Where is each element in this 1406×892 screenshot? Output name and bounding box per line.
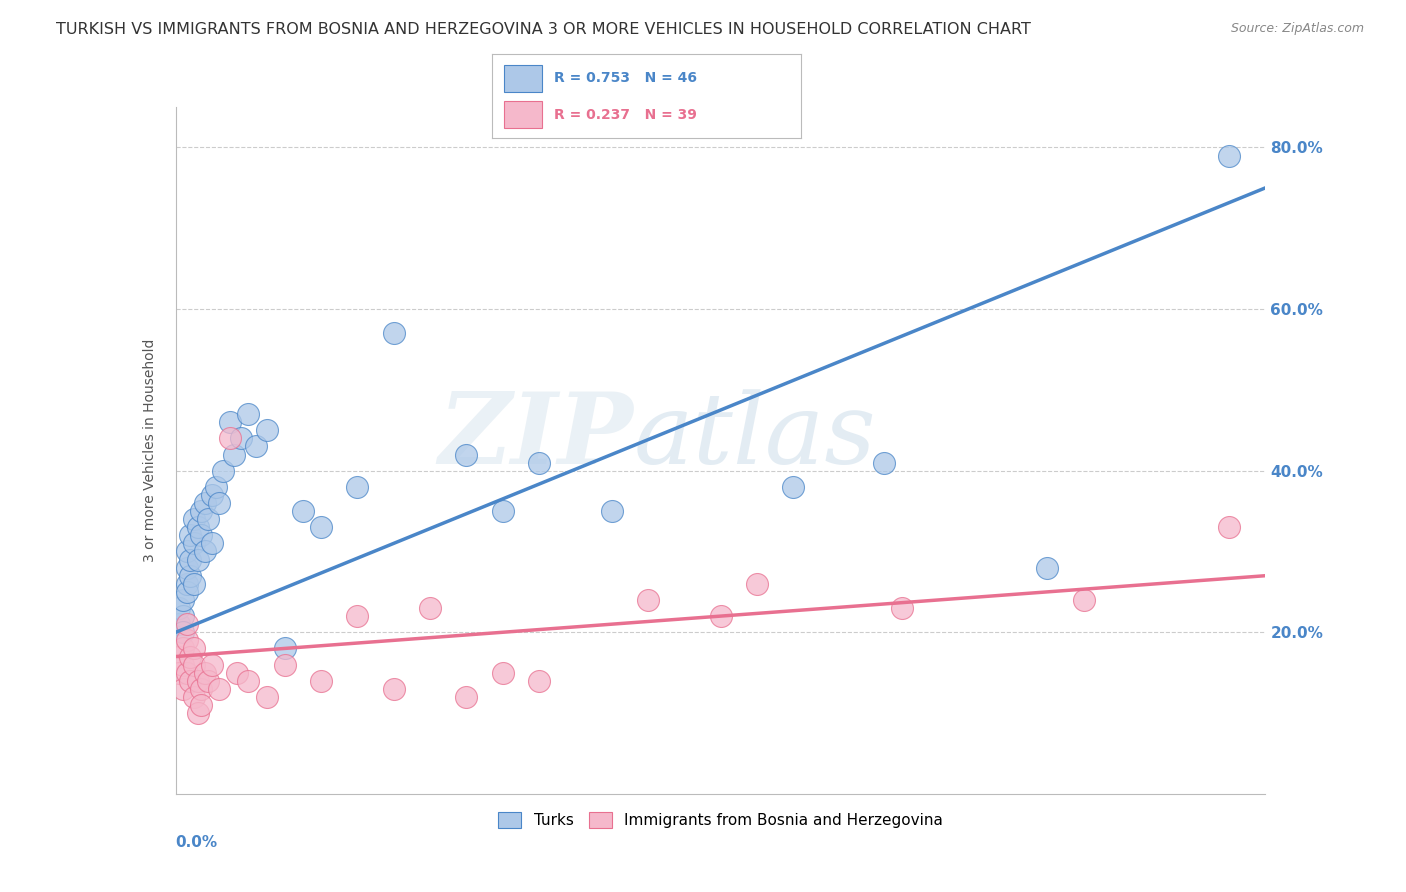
Point — [169, 649, 191, 664]
Point — [492, 665, 515, 680]
Point — [745, 576, 768, 591]
Point — [176, 665, 198, 680]
Point — [201, 536, 224, 550]
Text: TURKISH VS IMMIGRANTS FROM BOSNIA AND HERZEGOVINA 3 OR MORE VEHICLES IN HOUSEHOL: TURKISH VS IMMIGRANTS FROM BOSNIA AND HE… — [56, 22, 1031, 37]
Point — [219, 415, 242, 429]
Point — [219, 431, 242, 445]
Point — [190, 681, 212, 696]
Point — [197, 512, 219, 526]
Text: Source: ZipAtlas.com: Source: ZipAtlas.com — [1230, 22, 1364, 36]
Point — [1036, 560, 1059, 574]
Point — [190, 504, 212, 518]
Point — [190, 698, 212, 712]
Point — [194, 665, 217, 680]
Point — [179, 552, 201, 566]
Point — [1218, 520, 1240, 534]
Point — [190, 528, 212, 542]
Point — [637, 593, 659, 607]
Point — [238, 407, 260, 421]
Point — [274, 641, 297, 656]
Point — [172, 625, 194, 640]
Point — [208, 681, 231, 696]
Point — [238, 673, 260, 688]
Point — [176, 617, 198, 632]
Point — [183, 576, 205, 591]
Point — [179, 528, 201, 542]
Point — [222, 448, 245, 462]
Text: 0.0%: 0.0% — [176, 835, 218, 850]
Point — [186, 520, 209, 534]
Legend: Turks, Immigrants from Bosnia and Herzegovina: Turks, Immigrants from Bosnia and Herzeg… — [492, 806, 949, 834]
Text: R = 0.753   N = 46: R = 0.753 N = 46 — [554, 71, 697, 85]
Point — [291, 504, 314, 518]
Point — [492, 504, 515, 518]
Point — [419, 601, 441, 615]
Point — [186, 706, 209, 720]
Point — [169, 665, 191, 680]
Point — [176, 633, 198, 648]
Point — [382, 681, 405, 696]
Point — [873, 456, 896, 470]
Point — [172, 641, 194, 656]
Point — [172, 657, 194, 672]
Point — [208, 496, 231, 510]
Point — [172, 681, 194, 696]
Point — [201, 488, 224, 502]
Point — [274, 657, 297, 672]
Point — [176, 544, 198, 558]
Point — [600, 504, 623, 518]
Point — [183, 536, 205, 550]
Text: R = 0.237   N = 39: R = 0.237 N = 39 — [554, 108, 697, 121]
Text: ZIP: ZIP — [439, 389, 633, 485]
Point — [382, 326, 405, 341]
Bar — [505, 101, 541, 128]
Point — [527, 673, 550, 688]
Point — [1218, 148, 1240, 162]
Point — [346, 480, 368, 494]
Point — [226, 665, 249, 680]
Point — [186, 673, 209, 688]
Point — [527, 456, 550, 470]
Point — [179, 673, 201, 688]
Point — [710, 609, 733, 624]
Point — [456, 690, 478, 704]
Point — [346, 609, 368, 624]
Point — [183, 641, 205, 656]
Point — [212, 464, 235, 478]
Point — [204, 480, 226, 494]
Point — [197, 673, 219, 688]
Point — [201, 657, 224, 672]
Point — [1073, 593, 1095, 607]
Point — [309, 520, 332, 534]
Point — [183, 690, 205, 704]
Point — [256, 423, 278, 437]
Point — [169, 617, 191, 632]
Point — [183, 512, 205, 526]
Point — [231, 431, 253, 445]
Point — [169, 601, 191, 615]
Point — [176, 560, 198, 574]
Point — [245, 439, 267, 453]
Point — [891, 601, 914, 615]
Text: atlas: atlas — [633, 389, 876, 484]
Point — [183, 657, 205, 672]
Point — [179, 568, 201, 582]
Point — [456, 448, 478, 462]
Point — [186, 552, 209, 566]
Point — [782, 480, 804, 494]
Point — [172, 609, 194, 624]
Bar — [505, 64, 541, 92]
Point — [194, 544, 217, 558]
Y-axis label: 3 or more Vehicles in Household: 3 or more Vehicles in Household — [143, 339, 157, 562]
Point — [176, 576, 198, 591]
Point — [309, 673, 332, 688]
Point — [179, 649, 201, 664]
Point — [176, 585, 198, 599]
Point — [256, 690, 278, 704]
Point — [194, 496, 217, 510]
Point — [172, 593, 194, 607]
